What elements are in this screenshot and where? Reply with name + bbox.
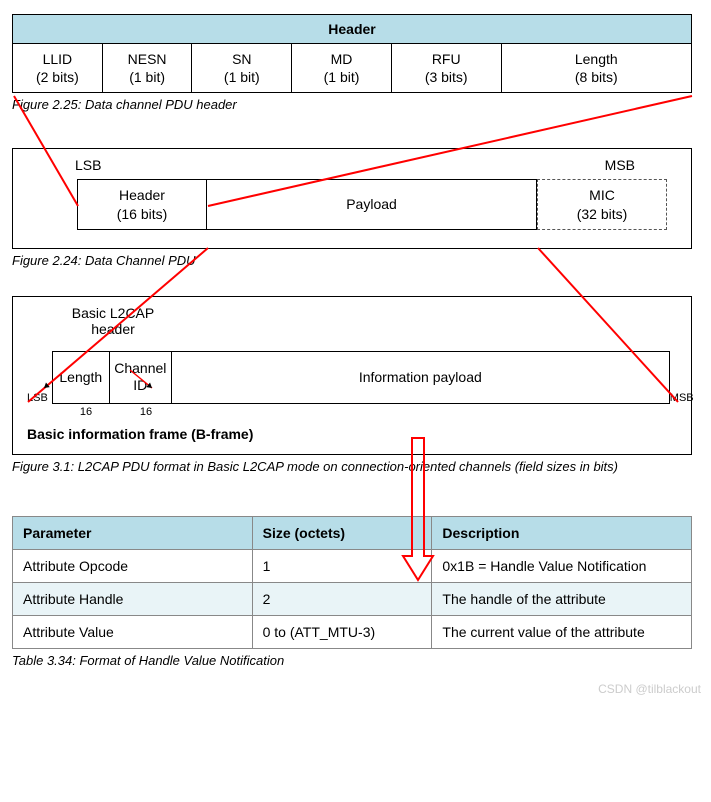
header-field: SN(1 bit) [192, 44, 292, 92]
header-field: LLID(2 bits) [13, 44, 103, 92]
l2cap-header-label: Basic L2CAP header [43, 305, 183, 337]
data-channel-pdu-row: Header(16 bits)PayloadMIC(32 bits) [29, 179, 675, 229]
pdu-field: MIC(32 bits) [537, 179, 667, 229]
table-column-header: Description [432, 516, 692, 549]
lsb-label: LSB [75, 157, 101, 173]
l2cap-bits-row: 1616 [57, 406, 677, 418]
fig31-caption: Figure 3.1: L2CAP PDU format in Basic L2… [12, 459, 672, 474]
header-field: MD(1 bit) [292, 44, 392, 92]
pdu-field: Payload [207, 179, 537, 229]
l2cap-pdu-box: Basic L2CAP header LSB LengthChannelIDIn… [12, 296, 692, 455]
l2cap-field: ChannelID [110, 351, 172, 404]
table-header-row: ParameterSize (octets)Description [13, 516, 692, 549]
pdu-header-title: Header [13, 15, 691, 44]
tab334-caption: Table 3.34: Format of Handle Value Notif… [12, 653, 699, 668]
table-row: Attribute Handle2The handle of the attri… [13, 582, 692, 615]
pdu-header-fields-row: LLID(2 bits)NESN(1 bit)SN(1 bit)MD(1 bit… [13, 44, 691, 92]
table-column-header: Parameter [13, 516, 253, 549]
l2cap-fields-row: LengthChannelIDInformation payload [52, 351, 670, 404]
watermark: CSDN @tilblackout [598, 682, 701, 696]
table-column-header: Size (octets) [252, 516, 432, 549]
l2cap-field: Length [52, 351, 110, 404]
fig225-caption: Figure 2.25: Data channel PDU header [12, 97, 699, 112]
header-field: NESN(1 bit) [103, 44, 193, 92]
table-row: Attribute Opcode10x1B = Handle Value Not… [13, 549, 692, 582]
l2cap-lsb: LSB [27, 392, 48, 404]
header-field: RFU(3 bits) [392, 44, 502, 92]
header-field: Length(8 bits) [502, 44, 691, 92]
pdu-field: Header(16 bits) [77, 179, 207, 229]
table-row: Attribute Value0 to (ATT_MTU-3)The curre… [13, 615, 692, 648]
msb-label: MSB [605, 157, 635, 173]
l2cap-field: Information payload [172, 351, 670, 404]
fig224-caption: Figure 2.24: Data Channel PDU [12, 253, 699, 268]
att-notification-table: ParameterSize (octets)Description Attrib… [12, 516, 692, 649]
pdu-header-table: Header LLID(2 bits)NESN(1 bit)SN(1 bit)M… [12, 14, 692, 93]
l2cap-msb: MSB [670, 392, 694, 404]
l2cap-frame-title: Basic information frame (B-frame) [27, 426, 677, 442]
data-channel-pdu-box: LSB MSB Header(16 bits)PayloadMIC(32 bit… [12, 148, 692, 248]
